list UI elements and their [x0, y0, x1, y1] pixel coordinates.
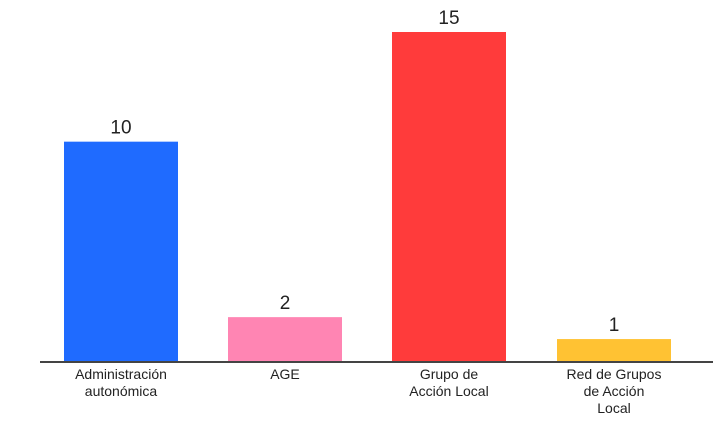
category-label-3: Red de Grupos de Acción Local — [567, 366, 662, 416]
category-label-0: Administración autonómica — [75, 366, 167, 399]
bar-2 — [392, 32, 506, 361]
bar-3 — [557, 339, 671, 361]
bar-value-label-2: 15 — [438, 8, 459, 29]
category-label-2: Grupo de Acción Local — [409, 366, 488, 399]
bar-value-label-3: 1 — [609, 315, 620, 336]
bar-0 — [64, 141, 178, 361]
bar-1 — [228, 317, 342, 361]
category-label-1: AGE — [270, 366, 300, 382]
bar-value-label-1: 2 — [280, 293, 291, 314]
bar-value-label-0: 10 — [110, 118, 131, 139]
